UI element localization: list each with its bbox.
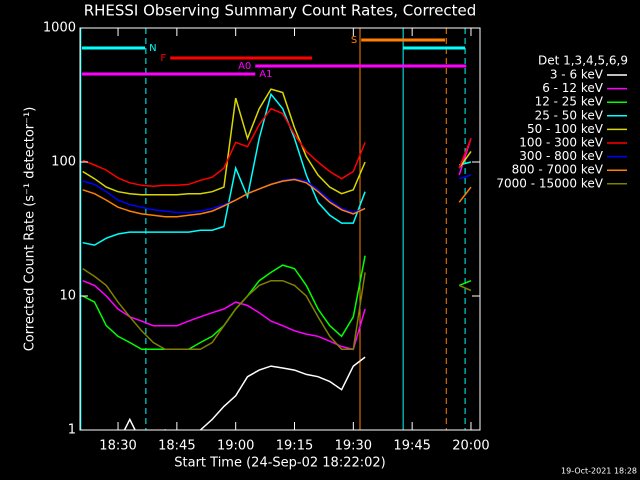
x-tick-label: 19:15 bbox=[276, 439, 313, 454]
flag-label: A1 bbox=[259, 69, 272, 80]
chart-title: RHESSI Observing Summary Count Rates, Co… bbox=[84, 2, 477, 20]
x-tick-label: 20:00 bbox=[452, 439, 489, 454]
series-line bbox=[82, 88, 472, 196]
legend-label: 800 - 7000 keV bbox=[512, 163, 604, 177]
legend-label: 50 - 100 keV bbox=[527, 122, 604, 136]
series-line bbox=[82, 267, 472, 351]
x-tick-label: 19:30 bbox=[335, 439, 372, 454]
series-line bbox=[82, 138, 472, 351]
legend-label: 300 - 800 keV bbox=[519, 149, 603, 163]
series-line bbox=[82, 107, 472, 187]
series-line bbox=[82, 178, 472, 218]
legend-title: Det 1,3,4,5,6,9 bbox=[538, 54, 628, 68]
legend-label: 7000 - 15000 keV bbox=[496, 176, 603, 190]
series-line bbox=[123, 356, 366, 430]
y-tick-label: 1000 bbox=[43, 21, 76, 36]
legend-label: 12 - 25 keV bbox=[535, 95, 604, 109]
flag-label: F bbox=[160, 53, 166, 64]
x-tick-label: 19:00 bbox=[217, 439, 254, 454]
series-line bbox=[82, 92, 472, 246]
axes-frame bbox=[79, 27, 481, 431]
x-tick-label: 19:45 bbox=[393, 439, 430, 454]
y-tick-label: 100 bbox=[51, 155, 76, 170]
flag-label: N bbox=[149, 43, 156, 54]
y-axis-label: Corrected Count Rate (s⁻¹ detector⁻¹) bbox=[23, 107, 38, 352]
legend-label: 3 - 6 keV bbox=[550, 68, 604, 82]
y-tick-label: 1 bbox=[68, 423, 76, 438]
legend-label: 6 - 12 keV bbox=[542, 81, 604, 95]
x-tick-label: 18:30 bbox=[99, 439, 136, 454]
plot-area bbox=[80, 28, 472, 430]
legend-label: 100 - 300 keV bbox=[519, 136, 603, 150]
flag-label: S bbox=[351, 35, 357, 46]
x-tick-label: 18:45 bbox=[158, 439, 195, 454]
series-line bbox=[82, 174, 472, 214]
y-tick-label: 10 bbox=[59, 289, 76, 304]
footer: 19-Oct-2021 18:28 bbox=[561, 467, 637, 476]
legend-label: 25 - 50 keV bbox=[535, 108, 604, 122]
series-line bbox=[82, 255, 472, 351]
x-axis-label: Start Time (24-Sep-02 18:22:02) bbox=[174, 456, 385, 471]
flag-label: A0 bbox=[238, 61, 251, 72]
